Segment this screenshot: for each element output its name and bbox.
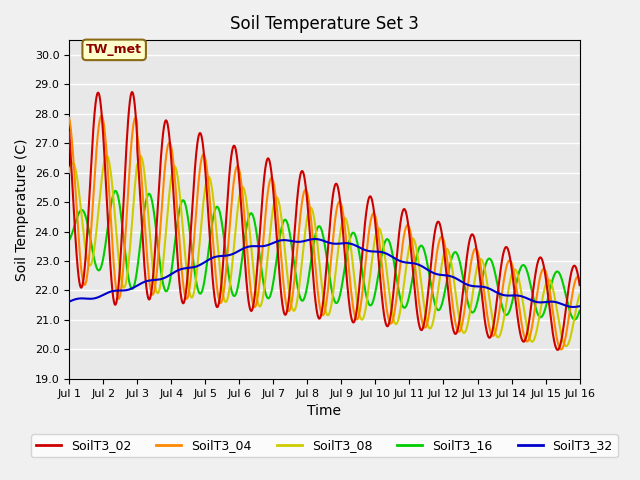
SoilT3_32 (261, 243, 269, 249)
SoilT3_08 (103, 153, 111, 158)
SoilT3_04 (511, 274, 518, 280)
SoilT3_08 (65, 169, 73, 175)
SoilT3_04 (65, 115, 73, 120)
SoilT3_08 (511, 266, 518, 272)
SoilT3_08 (154, 290, 162, 296)
SoilT3_32 (570, 304, 577, 310)
SoilT3_16 (154, 242, 162, 248)
SoilT3_32 (65, 299, 73, 304)
SoilT3_16 (566, 308, 573, 314)
Legend: SoilT3_02, SoilT3_04, SoilT3_08, SoilT3_16, SoilT3_32: SoilT3_02, SoilT3_04, SoilT3_08, SoilT3_… (31, 434, 618, 457)
Y-axis label: Soil Temperature (C): Soil Temperature (C) (15, 138, 29, 281)
SoilT3_04 (557, 347, 565, 352)
SoilT3_04 (124, 198, 131, 204)
SoilT3_32 (283, 238, 291, 243)
Line: SoilT3_32: SoilT3_32 (69, 239, 580, 307)
SoilT3_04 (566, 307, 574, 312)
SoilT3_32 (124, 287, 131, 293)
SoilT3_16 (511, 288, 518, 293)
X-axis label: Time: Time (307, 404, 341, 418)
SoilT3_04 (98, 113, 106, 119)
SoilT3_16 (111, 188, 119, 194)
SoilT3_02 (554, 347, 561, 353)
SoilT3_16 (284, 220, 291, 226)
SoilT3_32 (566, 304, 573, 310)
SoilT3_02 (566, 276, 574, 282)
SoilT3_32 (576, 303, 584, 309)
SoilT3_02 (124, 129, 131, 134)
SoilT3_08 (261, 279, 269, 285)
SoilT3_32 (511, 292, 518, 298)
SoilT3_02 (576, 282, 584, 288)
Text: TW_met: TW_met (86, 43, 142, 56)
SoilT3_32 (311, 236, 319, 242)
Title: Soil Temperature Set 3: Soil Temperature Set 3 (230, 15, 419, 33)
SoilT3_16 (261, 288, 269, 294)
SoilT3_02 (284, 307, 291, 313)
SoilT3_08 (566, 336, 574, 342)
SoilT3_02 (128, 89, 136, 95)
SoilT3_04 (154, 258, 162, 264)
Line: SoilT3_02: SoilT3_02 (69, 92, 580, 350)
Line: SoilT3_04: SoilT3_04 (69, 116, 580, 349)
SoilT3_02 (261, 167, 269, 173)
SoilT3_08 (284, 272, 291, 277)
SoilT3_02 (65, 129, 73, 135)
SoilT3_04 (576, 276, 584, 282)
SoilT3_16 (576, 308, 584, 314)
Line: SoilT3_16: SoilT3_16 (69, 191, 580, 320)
SoilT3_02 (511, 291, 518, 297)
SoilT3_16 (124, 269, 131, 275)
SoilT3_02 (154, 203, 162, 208)
SoilT3_16 (571, 317, 579, 323)
SoilT3_08 (124, 270, 131, 276)
SoilT3_08 (576, 292, 584, 298)
SoilT3_04 (284, 306, 291, 312)
SoilT3_04 (261, 216, 269, 222)
Line: SoilT3_08: SoilT3_08 (69, 156, 580, 346)
SoilT3_08 (563, 343, 570, 349)
SoilT3_32 (154, 277, 161, 283)
SoilT3_16 (65, 237, 73, 243)
